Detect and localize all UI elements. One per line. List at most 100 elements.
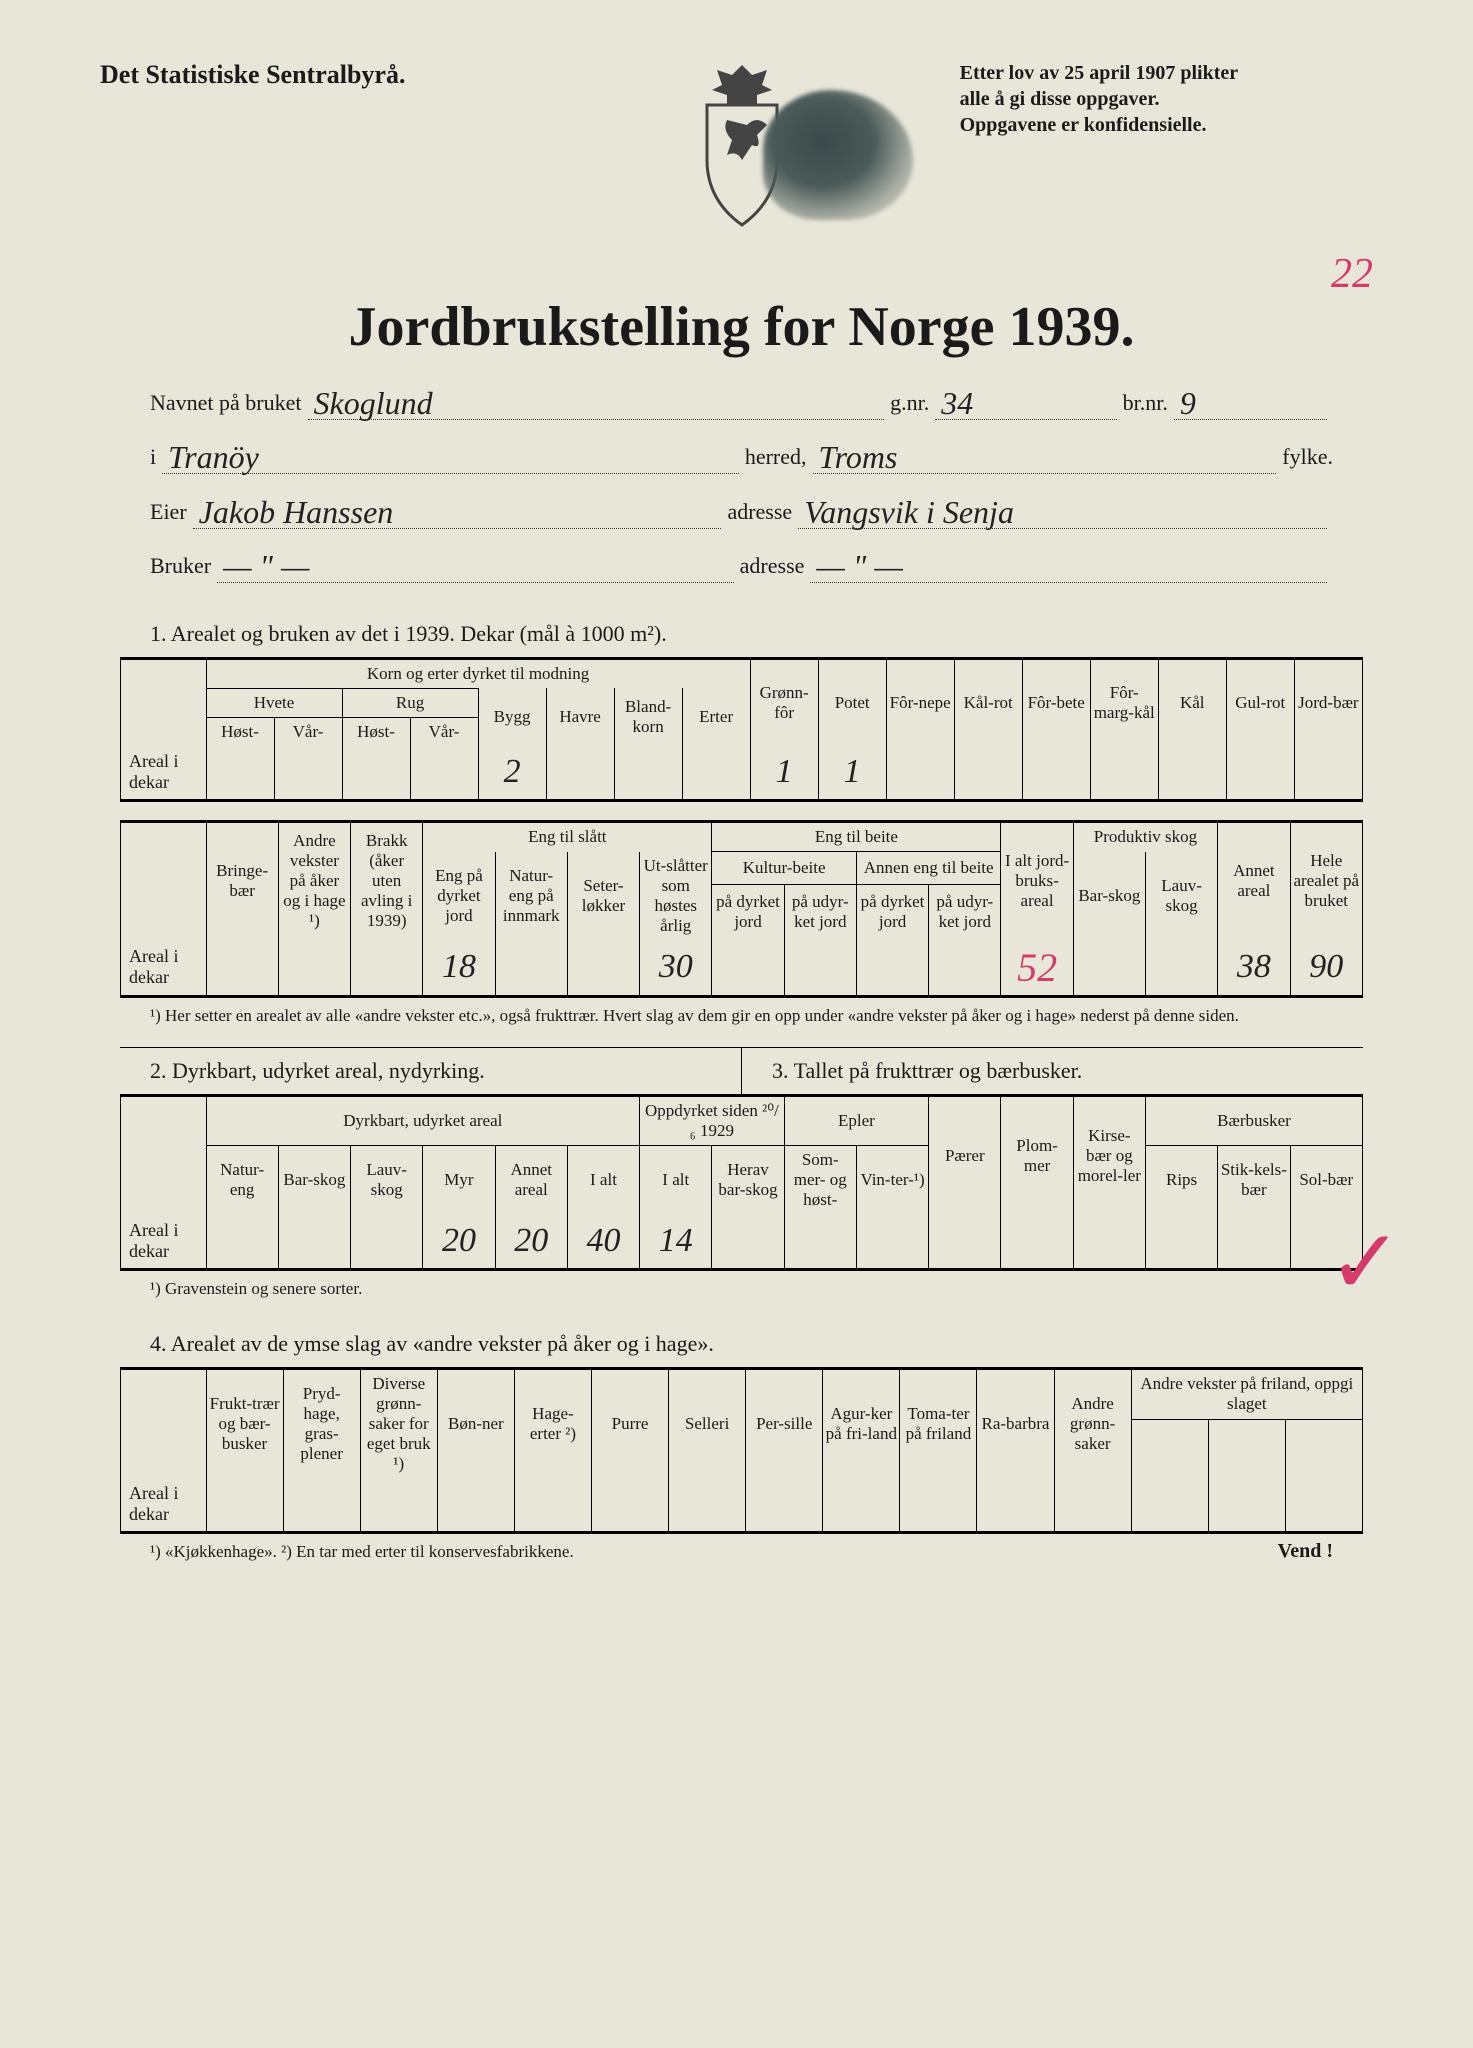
val-ialt: 52 xyxy=(1001,940,1073,997)
th-eng-slatt: Eng til slått xyxy=(423,822,712,852)
header-row: Det Statistiske Sentralbyrå. Etter lov a… xyxy=(100,60,1383,235)
th-eng-beite: Eng til beite xyxy=(712,822,1001,852)
table-1a-wrap: Korn og erter dyrket til modning Grønn-f… xyxy=(120,657,1363,803)
herred-label: herred, xyxy=(745,433,807,481)
table-4-wrap: Frukt-trær og bær-busker Pryd-hage, gras… xyxy=(120,1367,1363,1535)
th-persille: Per-sille xyxy=(746,1368,823,1478)
th-sommer-host: Som-mer- og høst- xyxy=(784,1146,856,1215)
val-bygg: 2 xyxy=(478,746,546,801)
i-label: i xyxy=(150,433,156,481)
th-solbaer: Sol-bær xyxy=(1290,1146,1363,1215)
th-utslatter: Ut-slåtter som høstes årlig xyxy=(640,852,712,940)
th-annet2: Annet areal xyxy=(495,1146,567,1215)
th-kb-dyrket: på dyrket jord xyxy=(712,884,784,939)
th-eng-dyrket: Eng på dyrket jord xyxy=(423,852,495,940)
th-hageerter: Hage-erter ²) xyxy=(514,1368,591,1478)
table-4: Frukt-trær og bær-busker Pryd-hage, gras… xyxy=(120,1367,1363,1535)
val-myr: 20 xyxy=(423,1214,495,1269)
th-kalrot: Kål-rot xyxy=(954,658,1022,746)
th-havre: Havre xyxy=(546,688,614,746)
th-epler: Epler xyxy=(784,1096,929,1146)
th-baerbusker: Bærbusker xyxy=(1145,1096,1362,1146)
document-title: Jordbrukstelling for Norge 1939. xyxy=(100,295,1383,359)
bruker-adresse-value: — " — xyxy=(810,550,1327,583)
section-4-title: 4. Arealet av de ymse slag av «andre vek… xyxy=(150,1331,1383,1357)
th-kirsebaer: Kirse-bær og morel-ler xyxy=(1073,1096,1145,1215)
th-agurker: Agur-ker på fri-land xyxy=(823,1368,900,1478)
section-2-3-titles: 2. Dyrkbart, udyrket areal, nydyrking. 3… xyxy=(120,1047,1363,1094)
brnr-label: br.nr. xyxy=(1123,379,1168,427)
th-blandkorn: Bland-korn xyxy=(614,688,682,746)
gnr-value: 34 xyxy=(935,387,1116,420)
form-header: Navnet på bruket Skoglund g.nr. 34 br.nr… xyxy=(150,379,1333,591)
coat-of-arms xyxy=(530,60,953,235)
page-number: 22 xyxy=(1331,250,1373,298)
th-bygg: Bygg xyxy=(478,688,546,746)
val-annet-areal: 38 xyxy=(1218,940,1290,997)
th-forbete: Fôr-bete xyxy=(1022,658,1090,746)
footnote-1: ¹) Her setter en arealet av alle «andre … xyxy=(150,1004,1333,1028)
th-jordbaer: Jord-bær xyxy=(1294,658,1362,746)
val-hele: 90 xyxy=(1290,940,1363,997)
table-2-wrap: Dyrkbart, udyrket areal Oppdyrket siden … xyxy=(120,1094,1363,1271)
th-prod-skog: Produktiv skog xyxy=(1073,822,1218,852)
th-opp-ialt: I alt xyxy=(640,1146,712,1215)
gnr-label: g.nr. xyxy=(890,379,929,427)
val-opp-ialt: 14 xyxy=(640,1214,712,1269)
th-gulrot: Gul-rot xyxy=(1226,658,1294,746)
th-hele: Hele arealet på bruket xyxy=(1290,822,1363,940)
herred-value: Tranöy xyxy=(162,441,739,474)
table-1b-wrap: Bringe-bær Andre vekster på åker og i ha… xyxy=(120,820,1363,998)
table-2: Dyrkbart, udyrket areal Oppdyrket siden … xyxy=(120,1094,1363,1271)
th-rug-host: Høst- xyxy=(342,717,410,746)
th-oppdyrket: Oppdyrket siden ²⁰/₆ 1929 xyxy=(640,1096,785,1146)
th-andre-friland: Andre vekster på friland, oppgi slaget xyxy=(1131,1368,1362,1419)
table-1a: Korn og erter dyrket til modning Grønn-f… xyxy=(120,657,1363,803)
th-rabarbra: Ra-barbra xyxy=(977,1368,1054,1478)
th-fornepe: Fôr-nepe xyxy=(886,658,954,746)
th-kb-udyrket: på udyr-ket jord xyxy=(784,884,856,939)
th-selleri: Selleri xyxy=(669,1368,746,1478)
navnet-label: Navnet på bruket xyxy=(150,379,302,427)
navnet-value: Skoglund xyxy=(308,387,885,420)
eier-value: Jakob Hanssen xyxy=(193,496,722,529)
th-seterlok: Seter-løkker xyxy=(567,852,639,940)
th-lauvskog2: Lauv-skog xyxy=(351,1146,423,1215)
row-label-1a: Areal i dekar xyxy=(121,746,207,801)
th-bonner: Bøn-ner xyxy=(437,1368,514,1478)
adresse-label-2: adresse xyxy=(740,542,805,590)
brnr-value: 9 xyxy=(1174,387,1327,420)
val-potet: 1 xyxy=(818,746,886,801)
adresse-label: adresse xyxy=(727,488,792,536)
vend-text: Vend ! xyxy=(1278,1540,1333,1563)
footnote-4: ¹) «Kjøkkenhage». ²) En tar med erter ti… xyxy=(150,1540,574,1564)
th-barskog2: Bar-skog xyxy=(278,1146,350,1215)
legal-line-1: Etter lov av 25 april 1907 plikter xyxy=(960,60,1383,86)
section-2-title: 2. Dyrkbart, udyrket areal, nydyrking. xyxy=(120,1048,742,1094)
section-3-title: 3. Tallet på frukttrær og bærbusker. xyxy=(742,1048,1363,1094)
legal-text: Etter lov av 25 april 1907 plikter alle … xyxy=(960,60,1383,138)
th-erter: Erter xyxy=(682,688,750,746)
row-label-1b: Areal i dekar xyxy=(121,940,207,997)
th-brakk: Brakk (åker uten avling i 1939) xyxy=(351,822,423,940)
th-plommer: Plom-mer xyxy=(1001,1096,1073,1215)
th-hvete-var: Vår- xyxy=(274,717,342,746)
th-korn: Korn og erter dyrket til modning xyxy=(206,658,750,688)
th-hvete: Hvete xyxy=(206,688,342,717)
th-bringebaer: Bringe-bær xyxy=(206,822,278,940)
th-rug: Rug xyxy=(342,688,478,717)
ink-smudge xyxy=(763,90,913,220)
table-1b: Bringe-bær Andre vekster på åker og i ha… xyxy=(120,820,1363,998)
th-lauvskog: Lauv-skog xyxy=(1145,852,1217,940)
th-frukt: Frukt-trær og bær-busker xyxy=(206,1368,283,1478)
th-formargkal: Fôr-marg-kål xyxy=(1090,658,1158,746)
th-vinter: Vin-ter-¹) xyxy=(856,1146,928,1215)
row-label-4: Areal i dekar xyxy=(121,1478,207,1533)
section-1-title: 1. Arealet og bruken av det i 1939. Deka… xyxy=(150,621,1383,647)
val-eng-dyrket: 18 xyxy=(423,940,495,997)
th-kulturbeite: Kultur-beite xyxy=(712,852,857,885)
th-ialt-jordbruk: I alt jord-bruks-areal xyxy=(1001,822,1073,940)
footnote-2: ¹) Gravenstein og senere sorter. xyxy=(150,1277,1333,1301)
th-hvete-host: Høst- xyxy=(206,717,274,746)
fylke-label: fylke. xyxy=(1282,433,1333,481)
